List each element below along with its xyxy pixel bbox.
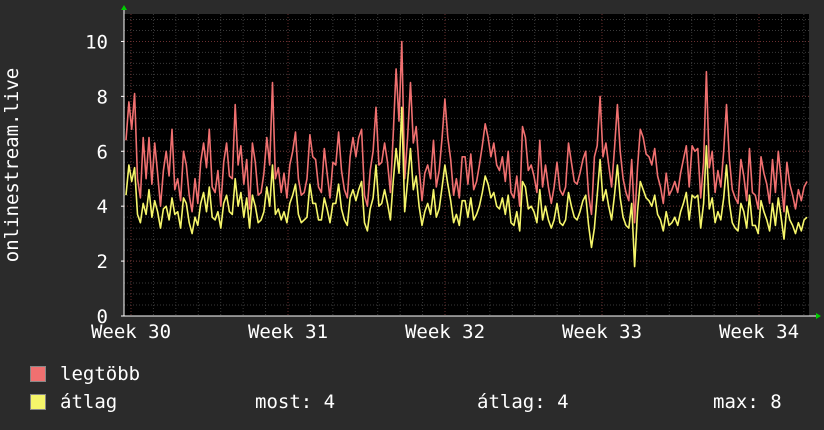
y-axis-arrow xyxy=(121,5,127,10)
x-tick-label: Week 34 xyxy=(719,321,799,343)
series-line-1 xyxy=(125,106,808,268)
legend: legtöbb átlag xyxy=(0,360,824,430)
major-grid xyxy=(124,14,809,316)
y-tick-label: 10 xyxy=(85,31,108,53)
legend-label-max: legtöbb xyxy=(60,363,141,385)
x-tick-label: Week 33 xyxy=(562,321,642,343)
y-tick-label: 4 xyxy=(97,196,108,218)
y-tick-label: 6 xyxy=(97,141,108,163)
stat-max: max: 8 xyxy=(713,391,782,413)
y-tick-label: 0 xyxy=(97,306,108,328)
x-tick-label: Week 32 xyxy=(405,321,485,343)
x-axis-arrow xyxy=(816,313,821,319)
x-tick-label: Week 31 xyxy=(248,321,328,343)
legend-swatch-avg xyxy=(30,394,46,410)
legend-item-max: legtöbb xyxy=(30,363,140,385)
y-tick-label: 8 xyxy=(97,86,108,108)
y-axis-label: onlinestream.live xyxy=(1,68,23,262)
x-tick-label: Week 30 xyxy=(91,321,171,343)
legend-swatch-max xyxy=(30,366,46,382)
axes xyxy=(121,5,821,319)
legend-label-avg: átlag xyxy=(60,391,118,413)
y-tick-labels: 0 2 4 6 8 10 xyxy=(85,31,108,328)
stat-avg: átlag: 4 xyxy=(477,391,569,413)
stat-now: most: 4 xyxy=(255,391,336,413)
legend-item-avg: átlag xyxy=(30,391,117,413)
series-line-0 xyxy=(125,40,808,224)
y-tick-label: 2 xyxy=(97,251,108,273)
x-tick-labels: Week 30 Week 31 Week 32 Week 33 Week 34 xyxy=(91,321,799,343)
series-layer xyxy=(125,40,808,268)
